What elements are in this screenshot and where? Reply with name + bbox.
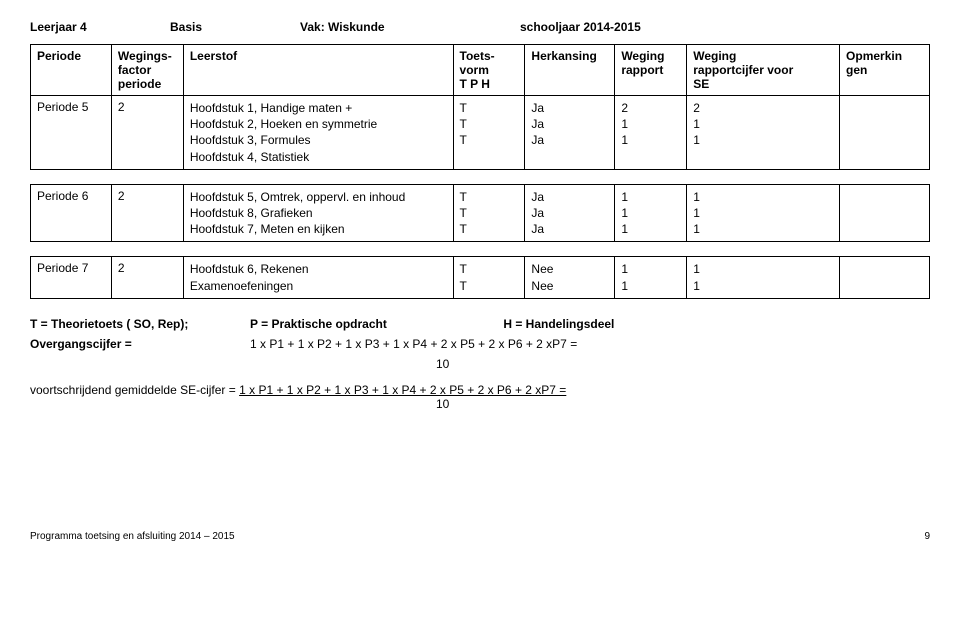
- overgang-formula: 1 x P1 + 1 x P2 + 1 x P3 + 1 x P4 + 2 x …: [250, 337, 577, 351]
- legend-block: T = Theorietoets ( SO, Rep); P = Praktis…: [30, 317, 930, 411]
- cell-periode: Periode 7: [31, 257, 112, 298]
- cell-opm: [840, 184, 930, 242]
- legend-praktisch: P = Praktische opdracht: [250, 317, 500, 331]
- cell-wf: 2: [111, 257, 183, 298]
- voort-denominator: 10: [436, 397, 930, 411]
- cell-tv: T T T: [453, 96, 525, 170]
- table-periode6: Periode 6 2 Hoofdstuk 5, Omtrek, oppervl…: [30, 184, 930, 243]
- col-herkansing: Herkansing: [525, 45, 615, 96]
- header-leerjaar: Leerjaar 4: [30, 20, 170, 34]
- cell-leerstof: Hoofdstuk 5, Omtrek, oppervl. en inhoud …: [183, 184, 453, 242]
- cell-wf: 2: [111, 96, 183, 170]
- col-weging-se: Weging rapportcijfer voor SE: [687, 45, 840, 96]
- cell-herk: Ja Ja Ja: [525, 96, 615, 170]
- cell-wr: 2 1 1: [615, 96, 687, 170]
- header-vak: Vak: Wiskunde: [300, 20, 520, 34]
- header-schooljaar: schooljaar 2014-2015: [520, 20, 641, 34]
- col-wegingsfactor: Wegings- factor periode: [111, 45, 183, 96]
- cell-wf: 2: [111, 184, 183, 242]
- overgang-denominator: 10: [436, 357, 930, 371]
- cell-wr: 1 1 1: [615, 184, 687, 242]
- table-row: Periode 5 2 Hoofdstuk 1, Handige maten +…: [31, 96, 930, 170]
- cell-wse: 1 1: [687, 257, 840, 298]
- document-header: Leerjaar 4 Basis Vak: Wiskunde schooljaa…: [30, 20, 930, 34]
- cell-wse: 1 1 1: [687, 184, 840, 242]
- cell-herk: Ja Ja Ja: [525, 184, 615, 242]
- cell-leerstof: Hoofdstuk 6, Rekenen Examenoefeningen: [183, 257, 453, 298]
- cell-periode: Periode 5: [31, 96, 112, 170]
- col-leerstof: Leerstof: [183, 45, 453, 96]
- legend-handeling: H = Handelingsdeel: [503, 317, 614, 331]
- overgang-label: Overgangscijfer =: [30, 337, 250, 351]
- table-periode7: Periode 7 2 Hoofdstuk 6, Rekenen Exameno…: [30, 256, 930, 298]
- cell-opm: [840, 96, 930, 170]
- table-header-row: Periode Wegings- factor periode Leerstof…: [31, 45, 930, 96]
- footer-page-number: 9: [924, 531, 930, 542]
- header-basis: Basis: [170, 20, 300, 34]
- col-opmerkingen: Opmerkin gen: [840, 45, 930, 96]
- cell-opm: [840, 257, 930, 298]
- cell-wr: 1 1: [615, 257, 687, 298]
- footer-left: Programma toetsing en afsluiting 2014 – …: [30, 531, 235, 542]
- cell-tv: T T T: [453, 184, 525, 242]
- legend-theorie: T = Theorietoets ( SO, Rep);: [30, 317, 250, 331]
- table-row: Periode 7 2 Hoofdstuk 6, Rekenen Exameno…: [31, 257, 930, 298]
- page-footer: Programma toetsing en afsluiting 2014 – …: [30, 531, 930, 542]
- col-periode: Periode: [31, 45, 112, 96]
- voort-formula: 1 x P1 + 1 x P2 + 1 x P3 + 1 x P4 + 2 x …: [239, 383, 566, 397]
- table-row: Periode 6 2 Hoofdstuk 5, Omtrek, oppervl…: [31, 184, 930, 242]
- voort-label: voortschrijdend gemiddelde SE-cijfer =: [30, 383, 239, 397]
- table-periode5: Periode Wegings- factor periode Leerstof…: [30, 44, 930, 170]
- cell-wse: 2 1 1: [687, 96, 840, 170]
- cell-herk: Nee Nee: [525, 257, 615, 298]
- col-weging-rapport: Weging rapport: [615, 45, 687, 96]
- cell-tv: T T: [453, 257, 525, 298]
- col-toetsvorm: Toets- vorm T P H: [453, 45, 525, 96]
- cell-leerstof: Hoofdstuk 1, Handige maten + Hoofdstuk 2…: [183, 96, 453, 170]
- cell-periode: Periode 6: [31, 184, 112, 242]
